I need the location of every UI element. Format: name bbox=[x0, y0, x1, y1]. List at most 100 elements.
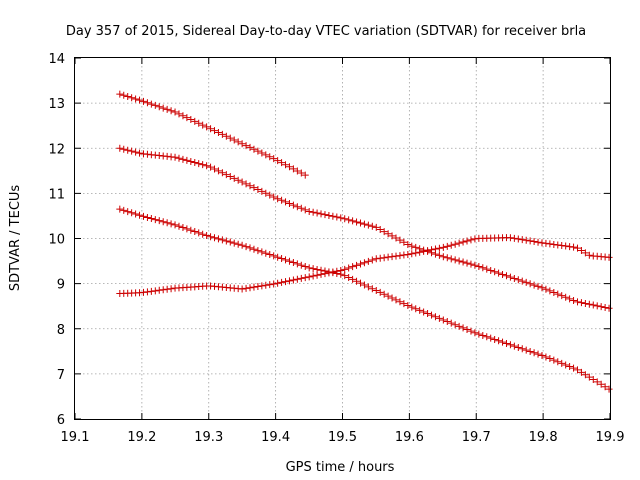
data-point bbox=[388, 294, 396, 302]
data-point bbox=[179, 224, 187, 232]
data-point bbox=[593, 302, 601, 310]
data-point bbox=[270, 155, 278, 163]
data-point bbox=[203, 162, 211, 170]
data-point bbox=[392, 234, 400, 242]
data-point bbox=[345, 216, 353, 224]
data-point bbox=[420, 247, 428, 255]
data-point bbox=[246, 182, 254, 190]
data-point bbox=[246, 143, 254, 151]
data-point bbox=[526, 237, 534, 245]
data-point bbox=[226, 172, 234, 180]
data-point bbox=[155, 286, 163, 294]
data-point bbox=[136, 211, 144, 219]
data-point bbox=[270, 193, 278, 201]
data-point bbox=[353, 277, 361, 285]
series-track-2 bbox=[116, 144, 613, 312]
data-point bbox=[183, 225, 191, 233]
data-point bbox=[439, 243, 447, 251]
data-point bbox=[297, 204, 305, 212]
data-point bbox=[293, 203, 301, 211]
data-point bbox=[428, 246, 436, 254]
data-point bbox=[242, 243, 250, 251]
data-point bbox=[356, 260, 364, 268]
data-point bbox=[250, 184, 258, 192]
data-point bbox=[581, 371, 589, 379]
data-point bbox=[218, 169, 226, 177]
y-tick-label: 13 bbox=[48, 97, 65, 112]
data-point bbox=[262, 189, 270, 197]
data-point bbox=[136, 149, 144, 157]
data-point bbox=[475, 262, 483, 270]
data-point bbox=[262, 151, 270, 159]
data-point bbox=[333, 213, 341, 221]
data-point bbox=[195, 119, 203, 127]
data-point bbox=[301, 206, 309, 214]
data-point bbox=[124, 146, 132, 154]
data-point bbox=[289, 276, 297, 284]
data-point bbox=[274, 279, 282, 287]
data-point bbox=[285, 257, 293, 265]
data-point bbox=[262, 249, 270, 257]
data-point bbox=[191, 228, 199, 236]
data-point bbox=[384, 253, 392, 261]
data-point bbox=[431, 245, 439, 253]
data-point bbox=[364, 257, 372, 265]
data-point bbox=[171, 153, 179, 161]
data-point bbox=[360, 259, 368, 267]
data-point bbox=[499, 270, 507, 278]
data-point bbox=[499, 338, 507, 346]
data-point bbox=[183, 156, 191, 164]
data-point bbox=[234, 240, 242, 248]
data-point bbox=[455, 257, 463, 265]
data-point bbox=[558, 292, 566, 300]
data-point bbox=[278, 159, 286, 167]
data-point bbox=[218, 236, 226, 244]
data-point bbox=[301, 263, 309, 271]
data-point bbox=[282, 256, 290, 264]
data-point bbox=[313, 209, 321, 217]
x-tick-label: 19.9 bbox=[596, 430, 625, 445]
data-point bbox=[443, 318, 451, 326]
data-point bbox=[211, 234, 218, 242]
data-point bbox=[313, 271, 321, 279]
data-point bbox=[463, 237, 471, 245]
data-point bbox=[301, 274, 309, 282]
data-point bbox=[538, 351, 546, 359]
data-point bbox=[159, 218, 167, 226]
data-point bbox=[495, 337, 503, 345]
data-point bbox=[495, 269, 503, 277]
data-point bbox=[546, 240, 554, 248]
data-point bbox=[550, 240, 558, 248]
data-point bbox=[534, 238, 542, 246]
data-point bbox=[191, 117, 199, 125]
data-point bbox=[550, 356, 558, 364]
chart-title: Day 357 of 2015, Sidereal Day-to-day VTE… bbox=[66, 24, 586, 39]
data-point bbox=[297, 274, 305, 282]
data-point bbox=[159, 104, 167, 112]
data-point bbox=[120, 145, 128, 153]
data-point bbox=[439, 316, 447, 324]
data-point bbox=[171, 221, 179, 229]
data-point bbox=[309, 208, 317, 216]
data-point bbox=[368, 285, 376, 293]
data-point bbox=[597, 303, 605, 311]
data-point bbox=[526, 347, 534, 355]
data-point bbox=[581, 299, 589, 307]
y-tick-label: 12 bbox=[48, 142, 65, 157]
data-point bbox=[274, 157, 282, 165]
data-point bbox=[258, 149, 266, 157]
data-point bbox=[506, 341, 514, 349]
data-point bbox=[155, 217, 163, 225]
data-point bbox=[211, 165, 218, 173]
data-point bbox=[175, 154, 183, 162]
data-point bbox=[585, 251, 593, 259]
data-point bbox=[502, 272, 510, 280]
data-point bbox=[207, 233, 215, 241]
data-point bbox=[483, 333, 491, 341]
data-point bbox=[435, 251, 443, 259]
data-point bbox=[376, 226, 384, 234]
data-point bbox=[518, 345, 526, 353]
data-point bbox=[345, 274, 353, 282]
data-point bbox=[147, 100, 155, 108]
data-point bbox=[175, 222, 183, 230]
